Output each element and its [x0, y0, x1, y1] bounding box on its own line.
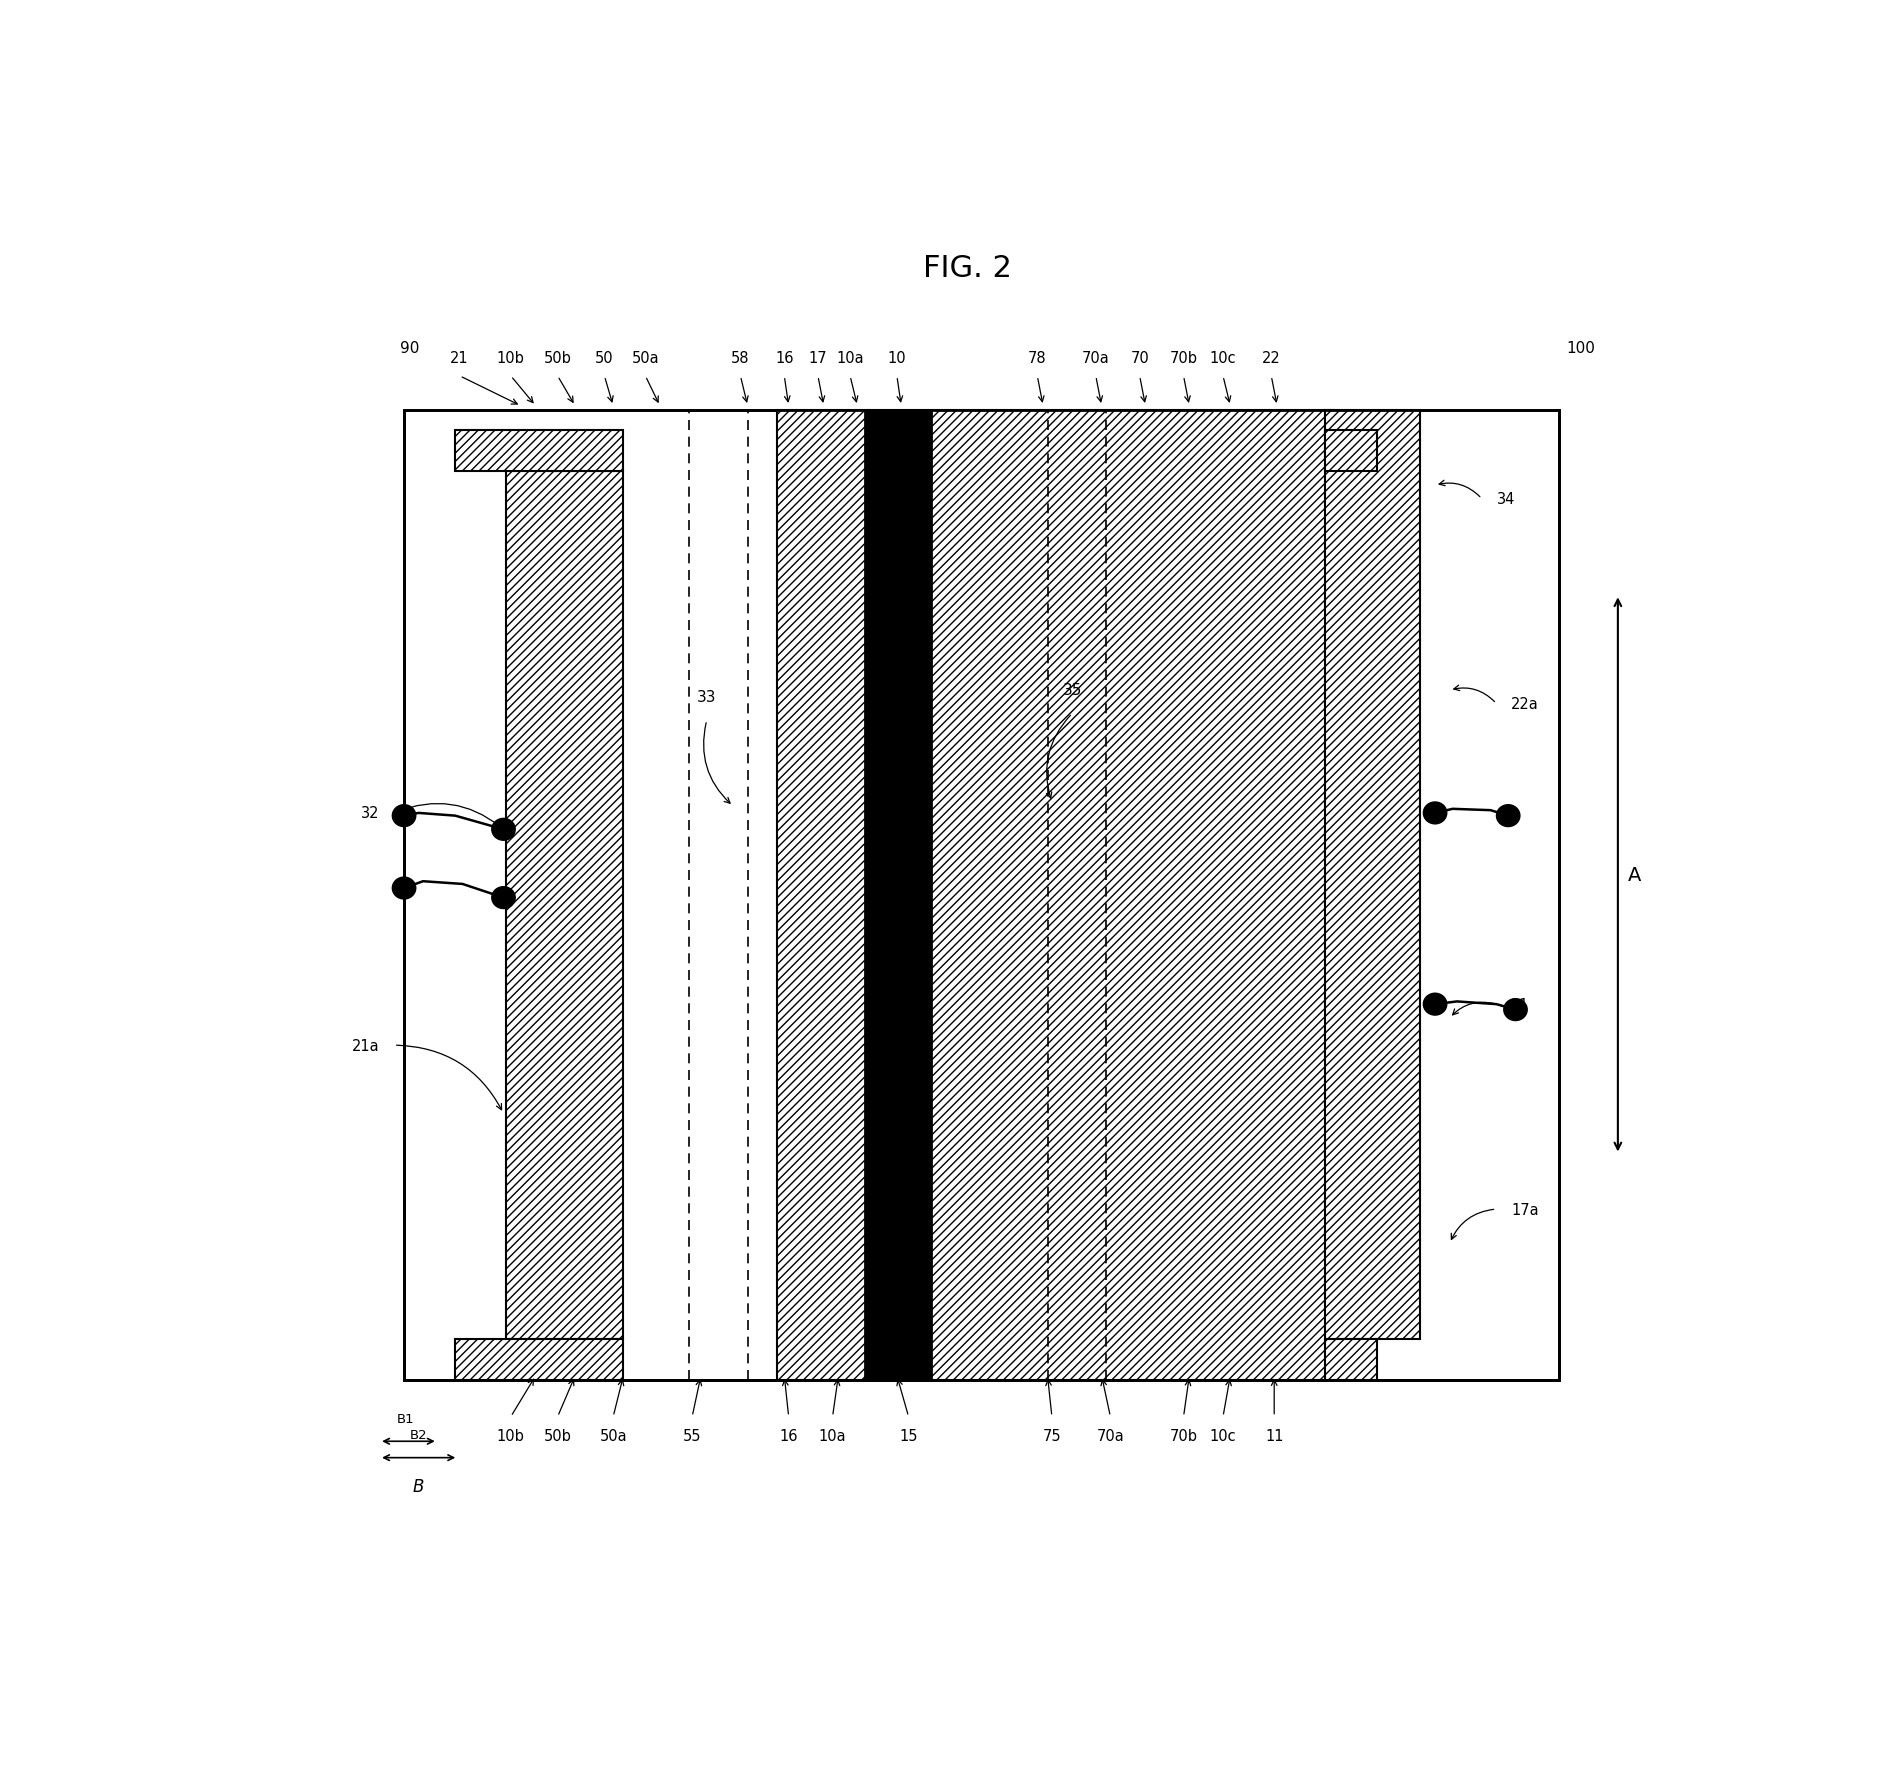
Bar [404, 411, 1559, 1379]
Text: 55: 55 [683, 1427, 702, 1443]
Circle shape [392, 805, 415, 826]
Text: 70b: 70b [1170, 351, 1198, 365]
Text: 50b: 50b [543, 1427, 572, 1443]
Text: 75: 75 [1044, 1427, 1060, 1443]
Bar [404, 411, 1559, 1379]
Text: 70b: 70b [1170, 1427, 1198, 1443]
Bar [1325, 411, 1421, 1339]
Text: 17: 17 [810, 351, 827, 365]
Text: 16: 16 [776, 351, 794, 365]
Text: 10c: 10c [1210, 1427, 1236, 1443]
Text: 34: 34 [1496, 491, 1515, 507]
Text: 100: 100 [1566, 340, 1596, 356]
Text: 35: 35 [1062, 683, 1081, 697]
Text: 16: 16 [779, 1427, 798, 1443]
Text: 10: 10 [887, 351, 906, 365]
Bar [455, 1339, 623, 1379]
Circle shape [493, 886, 515, 910]
Text: FIG. 2: FIG. 2 [923, 254, 1011, 282]
Text: 10a: 10a [836, 351, 864, 365]
Text: A: A [1628, 865, 1642, 885]
Text: 50a: 50a [632, 351, 659, 365]
Text: 21a: 21a [351, 1037, 379, 1053]
Text: 70: 70 [1130, 351, 1149, 365]
Text: 31: 31 [1511, 996, 1530, 1012]
Circle shape [1423, 803, 1447, 824]
Bar [455, 431, 623, 472]
Text: 70a: 70a [1096, 1427, 1125, 1443]
Circle shape [1504, 1000, 1527, 1021]
Text: 11: 11 [1264, 1427, 1283, 1443]
Text: 10a: 10a [819, 1427, 847, 1443]
Text: 15: 15 [900, 1427, 917, 1443]
Bar [1325, 431, 1378, 472]
Text: 32: 32 [360, 807, 379, 821]
Bar [864, 411, 930, 1379]
Text: 50b: 50b [543, 351, 572, 365]
Text: 50: 50 [594, 351, 613, 365]
Text: 22: 22 [1262, 351, 1281, 365]
Text: 17a: 17a [1511, 1202, 1538, 1216]
Bar [506, 472, 623, 1339]
Bar [777, 411, 1332, 1379]
Text: B1: B1 [396, 1411, 415, 1425]
Text: 70a: 70a [1081, 351, 1110, 365]
Text: 78: 78 [1028, 351, 1047, 365]
Text: B: B [413, 1477, 425, 1495]
Circle shape [392, 878, 415, 899]
Bar [1325, 1339, 1378, 1379]
Text: B2: B2 [409, 1429, 428, 1441]
Text: 21: 21 [451, 351, 470, 365]
Text: 22a: 22a [1511, 697, 1540, 711]
Text: 90: 90 [400, 340, 419, 356]
Text: 10b: 10b [496, 1427, 525, 1443]
Circle shape [1496, 805, 1519, 826]
Text: 10c: 10c [1210, 351, 1236, 365]
Text: 33: 33 [696, 690, 717, 704]
Circle shape [1423, 993, 1447, 1016]
Text: 10b: 10b [496, 351, 525, 365]
Circle shape [493, 819, 515, 840]
Text: 58: 58 [730, 351, 749, 365]
Text: 50a: 50a [600, 1427, 626, 1443]
